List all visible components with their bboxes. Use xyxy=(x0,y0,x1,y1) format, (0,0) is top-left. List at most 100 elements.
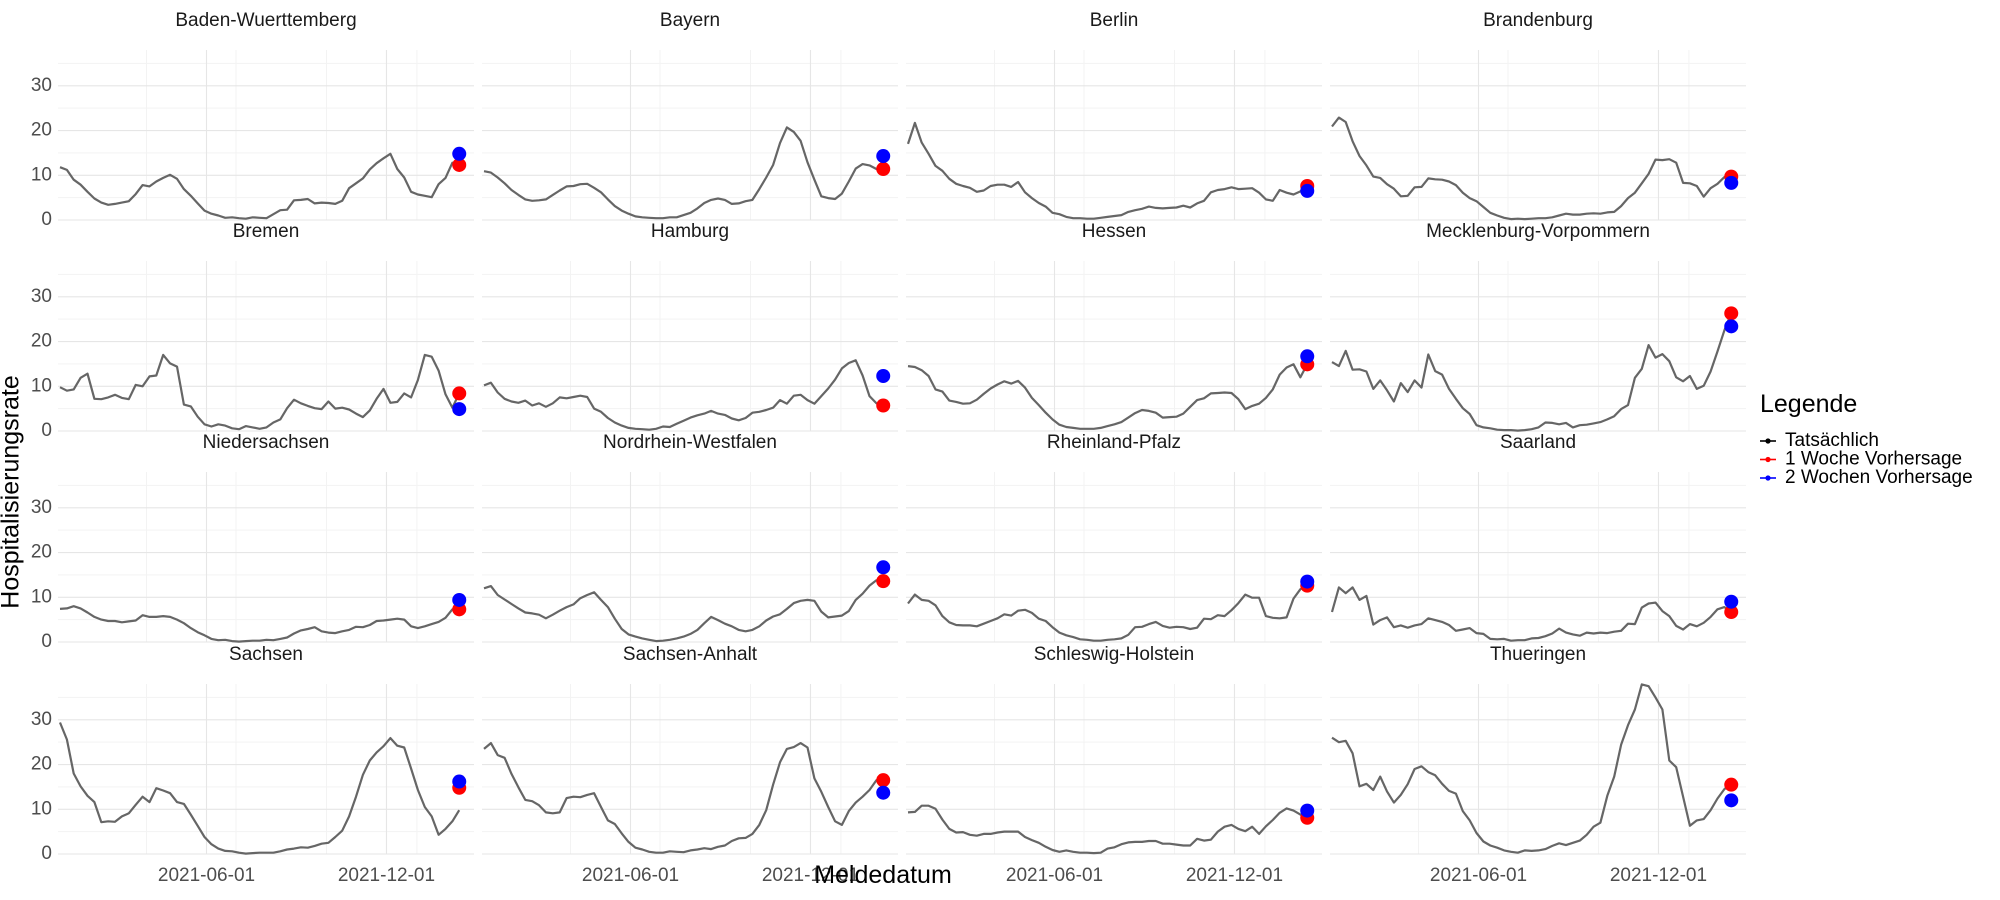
forecast-point-1w xyxy=(1724,605,1739,620)
panel-title: Hamburg xyxy=(651,221,729,242)
legend-label: Tatsächlich xyxy=(1785,430,1879,451)
y-tick-label: 20 xyxy=(31,120,52,141)
panel-thueringen: Thueringen 2021-06-01 2021-12-01 xyxy=(1330,644,1746,886)
forecast-point-2w xyxy=(452,592,467,607)
panel-title: Nordrhein-Westfalen xyxy=(603,432,777,453)
panel-sachsen: Sachsen 0 10 20 30 2021-06-01 2021-12-01 xyxy=(31,644,474,886)
series-line-tatsaechlich xyxy=(1330,586,1732,642)
y-tick-label: 20 xyxy=(31,754,52,775)
panel-title: Sachsen-Anhalt xyxy=(623,644,758,665)
series-line-tatsaechlich xyxy=(907,584,1308,642)
forecast-point-1w xyxy=(452,386,467,401)
panel-title: Mecklenburg-Vorpommern xyxy=(1426,221,1650,242)
forecast-point-2w xyxy=(876,785,891,800)
x-tick-label: 2021-06-01 xyxy=(158,865,255,886)
panel-title: Sachsen xyxy=(229,644,303,665)
forecast-point-2w xyxy=(452,146,467,161)
forecast-point-1w xyxy=(876,398,891,413)
series-line-tatsaechlich xyxy=(1331,116,1732,221)
y-tick-label: 10 xyxy=(31,798,52,819)
legend-label: 1 Woche Vorhersage xyxy=(1785,449,1962,470)
y-axis-title: Hospitalisierungsrate xyxy=(0,375,25,608)
forecast-point-2w xyxy=(876,149,891,164)
series-line-tatsaechlich xyxy=(483,741,884,854)
x-tick-label: 2021-06-01 xyxy=(1006,865,1103,886)
legend-label: 2 Wochen Vorhersage xyxy=(1785,467,1973,488)
legend-key-point xyxy=(1765,475,1771,481)
forecast-point-2w xyxy=(1724,594,1739,609)
legend-key-point xyxy=(1765,438,1771,444)
x-tick-label: 2021-06-01 xyxy=(1430,865,1527,886)
forecast-point-1w xyxy=(1724,306,1739,321)
y-tick-label: 10 xyxy=(31,164,52,185)
forecast-point-2w xyxy=(1300,803,1315,818)
panel-saarland: Saarland xyxy=(1330,432,1746,643)
series-line-tatsaechlich xyxy=(1331,312,1733,432)
panel-berlin: Berlin xyxy=(906,10,1322,221)
series-line-tatsaechlich xyxy=(906,121,1308,220)
series-line-tatsaechlich xyxy=(1331,683,1732,854)
panel-niedersachsen: Niedersachsen 0 10 20 30 xyxy=(31,432,474,652)
panel-bayern: Bayern xyxy=(482,10,898,221)
forecast-point-2w xyxy=(1724,175,1739,190)
series-line-tatsaechlich xyxy=(483,126,884,220)
forecast-point-1w xyxy=(876,162,891,176)
series-line-tatsaechlich xyxy=(59,605,460,643)
forecast-point-1w xyxy=(876,773,891,788)
panel-title: Brandenburg xyxy=(1483,10,1593,31)
x-axis-title: Meldedatum xyxy=(814,861,952,889)
series-line-tatsaechlich xyxy=(483,579,884,643)
panel-rheinland-pfalz: Rheinland-Pfalz xyxy=(906,432,1322,643)
forecast-point-2w xyxy=(1724,319,1739,334)
y-tick-label: 0 xyxy=(41,209,52,230)
panel-baden-wuerttemberg: Baden-Wuerttemberg 0 10 20 30 xyxy=(31,10,474,230)
series-line-tatsaechlich xyxy=(58,722,461,855)
panel-schleswig-holstein: Schleswig-Holstein 2021-06-01 2021-12-01 xyxy=(906,644,1322,886)
panel-nordrhein-westfalen: Nordrhein-Westfalen xyxy=(482,432,898,643)
panel-title: Hessen xyxy=(1082,221,1146,242)
x-tick-label: 2021-12-01 xyxy=(1610,865,1707,886)
panel-title: Saarland xyxy=(1500,432,1576,453)
panel-hamburg: Hamburg xyxy=(482,221,898,432)
forecast-point-2w xyxy=(876,368,891,383)
panel-sachsen-anhalt: Sachsen-Anhalt 2021-06-01 2021-12-01 xyxy=(482,644,898,886)
panel-title: Thueringen xyxy=(1490,644,1586,665)
panel-title: Schleswig-Holstein xyxy=(1034,644,1195,665)
x-tick-label: 2021-12-01 xyxy=(1186,865,1283,886)
y-tick-label: 10 xyxy=(31,375,52,396)
panel-bremen: Bremen 0 10 20 30 xyxy=(31,221,474,441)
forecast-point-2w xyxy=(452,774,467,789)
panel-mecklenburg-vorpommern: Mecklenburg-Vorpommern xyxy=(1330,221,1746,432)
y-tick-label: 30 xyxy=(31,709,52,730)
y-tick-label: 10 xyxy=(31,586,52,607)
y-tick-label: 20 xyxy=(31,542,52,563)
forecast-point-2w xyxy=(452,402,467,417)
y-tick-label: 0 xyxy=(41,420,52,441)
x-tick-label: 2021-06-01 xyxy=(582,865,679,886)
y-tick-label: 20 xyxy=(31,331,52,352)
forecast-point-2w xyxy=(876,560,891,575)
y-tick-label: 30 xyxy=(31,497,52,518)
x-tick-label: 2021-12-01 xyxy=(338,865,435,886)
series-line-tatsaechlich xyxy=(907,363,1309,430)
forecast-point-2w xyxy=(1300,349,1315,364)
panel-title: Bremen xyxy=(233,221,300,242)
legend-title: Legende xyxy=(1760,390,1857,418)
panels: Baden-Wuerttemberg 0 10 20 30 Bayern Berlin Bra… xyxy=(31,10,1746,886)
y-tick-label: 0 xyxy=(41,631,52,652)
y-tick-label: 30 xyxy=(31,286,52,307)
forecast-point-2w xyxy=(1300,574,1315,589)
panel-title: Rheinland-Pfalz xyxy=(1047,432,1181,453)
panel-title: Baden-Wuerttemberg xyxy=(175,10,356,31)
forecast-point-1w xyxy=(876,574,891,589)
panel-title: Niedersachsen xyxy=(203,432,330,453)
forecast-point-2w xyxy=(1724,793,1739,808)
legend-key-point xyxy=(1765,456,1771,463)
y-tick-label: 0 xyxy=(41,843,52,864)
y-tick-label: 30 xyxy=(31,75,52,96)
panel-brandenburg: Brandenburg xyxy=(1330,10,1746,221)
panel-title: Bayern xyxy=(660,10,720,31)
